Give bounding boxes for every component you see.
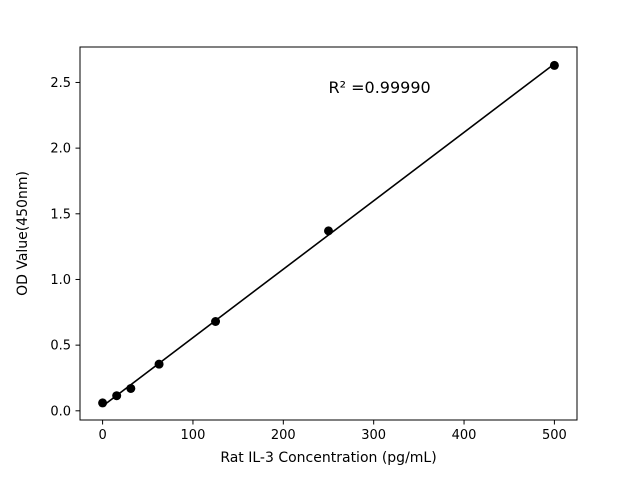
y-tick-label: 0.0 <box>50 404 71 419</box>
data-point <box>154 359 164 369</box>
x-tick-label: 100 <box>181 428 206 443</box>
x-tick-label: 300 <box>361 428 386 443</box>
y-tick-label: 1.0 <box>50 273 71 288</box>
y-tick-label: 2.0 <box>50 142 71 157</box>
x-tick-label: 400 <box>452 428 477 443</box>
data-point <box>324 226 333 236</box>
data-point <box>112 391 122 401</box>
x-tick-label: 0 <box>98 428 106 443</box>
plot-spines <box>79 46 578 421</box>
data-point <box>211 316 221 326</box>
data-point <box>549 60 559 70</box>
y-tick-label: 2.5 <box>50 76 71 91</box>
x-axis-label: Rat IL-3 Concentration (pg/mL) <box>220 450 436 466</box>
y-tick-label: 0.5 <box>50 339 71 354</box>
r-squared-annotation: R² =0.99990 <box>329 78 431 97</box>
data-point <box>98 398 108 408</box>
y-tick-label: 1.5 <box>50 207 71 222</box>
y-axis-label: OD Value(450nm) <box>15 171 31 296</box>
data-point <box>126 383 136 393</box>
x-tick-label: 500 <box>542 428 567 443</box>
x-tick-label: 200 <box>271 428 296 443</box>
